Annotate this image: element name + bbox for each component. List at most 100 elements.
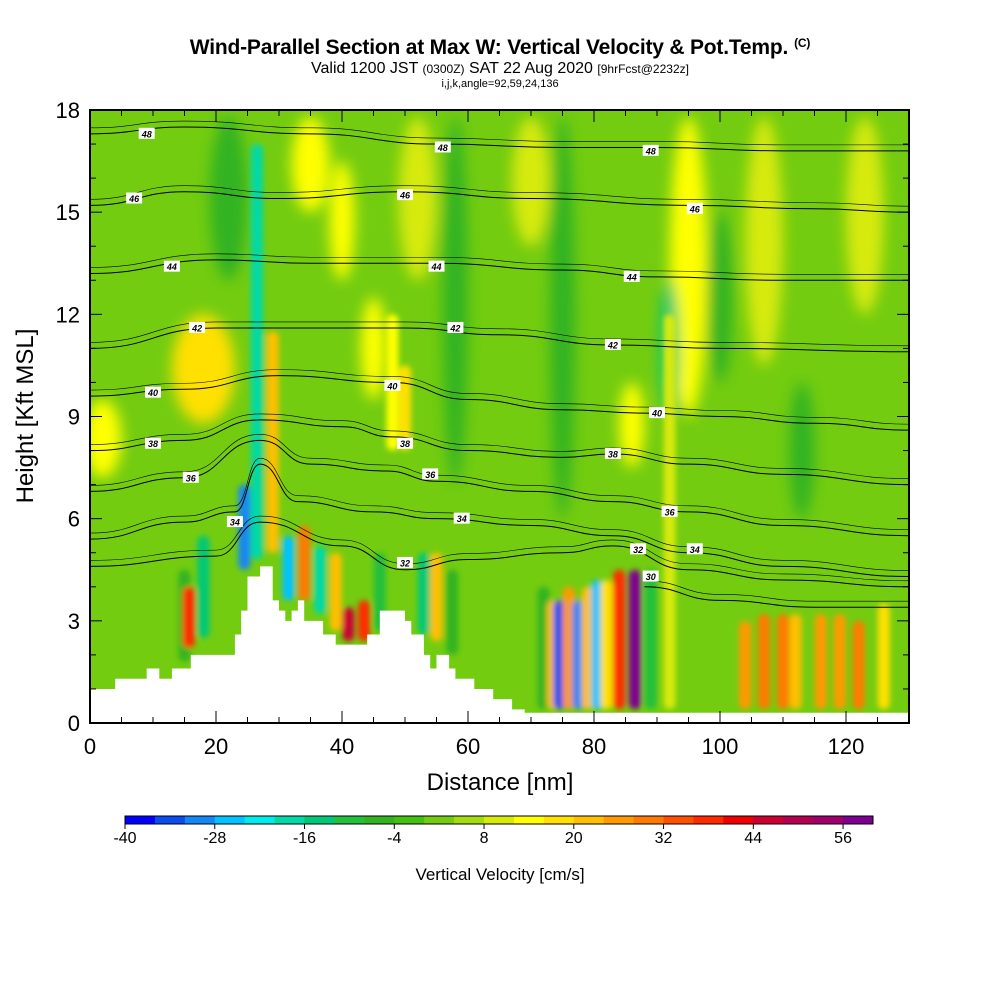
wave-velocity-layer <box>178 144 890 710</box>
contour-label-text: 34 <box>457 514 467 524</box>
velocity-feature <box>745 116 783 366</box>
contour-label-text: 46 <box>128 194 140 204</box>
y-tick-label: 15 <box>56 200 80 225</box>
contour-label-48: 48 <box>138 127 155 139</box>
contour-label-text: 46 <box>399 191 411 201</box>
contour-label-34: 34 <box>453 512 470 524</box>
velocity-column <box>789 614 802 710</box>
isentrope-44 <box>90 259 909 281</box>
velocity-feature <box>512 116 550 247</box>
x-tick-label: 120 <box>828 734 865 759</box>
contour-label-text: 36 <box>186 473 197 483</box>
isentrope-48 <box>90 126 909 152</box>
contour-label-bg <box>384 379 401 391</box>
velocity-column <box>628 569 641 710</box>
contour-label-text: 48 <box>437 143 448 153</box>
contour-label-bg <box>428 260 445 272</box>
colorbar-segment <box>304 816 335 824</box>
colorbar-segment <box>214 816 246 824</box>
contour-label-36: 36 <box>422 468 439 480</box>
contour-label-bg <box>623 270 640 282</box>
contour-label-text: 34 <box>690 545 700 555</box>
velocity-column <box>591 579 604 710</box>
contour-label-text: 38 <box>400 439 410 449</box>
isentrope-layer <box>90 120 909 608</box>
contour-label-bg <box>649 407 665 419</box>
colorbar-segment <box>633 816 665 824</box>
contour-label-bg <box>226 516 243 528</box>
x-axis-title: Distance [nm] <box>427 769 574 796</box>
colorbar-segment <box>663 816 694 824</box>
colorbar-label: -40 <box>113 830 136 847</box>
colorbar-label: 8 <box>480 830 489 847</box>
velocity-feature <box>549 116 576 519</box>
contour-label-bg <box>453 512 470 524</box>
contour-label-bg <box>642 570 659 582</box>
colorbar-label: 32 <box>655 830 673 847</box>
contour-label-bg <box>145 437 161 449</box>
velocity-column <box>446 569 459 655</box>
velocity-column <box>644 569 657 710</box>
velocity-feature <box>209 116 248 281</box>
velocity-column <box>417 552 430 635</box>
axis-ticks <box>89 109 910 724</box>
velocity-column <box>399 365 411 451</box>
colorbar-segment <box>364 816 395 824</box>
isentrope-minor <box>90 369 909 425</box>
colorbar-segment <box>783 816 814 824</box>
colorbar-segment <box>843 816 874 824</box>
velocity-feature <box>619 382 645 468</box>
velocity-column <box>814 614 827 710</box>
velocity-feature <box>789 382 815 519</box>
velocity-column <box>572 600 585 710</box>
contour-label-46: 46 <box>126 192 143 204</box>
contour-label-bg <box>397 189 413 201</box>
velocity-column <box>182 586 195 649</box>
colorbar-segment <box>394 816 425 824</box>
contour-label-38: 38 <box>604 447 621 459</box>
contour-label-36: 36 <box>661 505 678 517</box>
subtitle-z: (0300Z) <box>422 62 465 76</box>
subtitle-date: SAT 22 Aug 2020 <box>469 60 593 77</box>
colorbar-label: 44 <box>744 830 762 847</box>
colorbar-segment <box>484 816 515 824</box>
contour-label-text: 36 <box>665 507 676 517</box>
velocity-column <box>266 331 279 553</box>
velocity-column <box>329 552 342 632</box>
contour-label-layer: 48 48 48 46 46 46 44 44 44 42 42 42 40 40 40 38 38 38 36 36… <box>126 127 703 582</box>
contour-label-bg <box>604 338 621 350</box>
contour-label-text: 42 <box>449 323 460 333</box>
contour-label-40: 40 <box>384 379 401 391</box>
contour-label-44: 44 <box>163 260 180 272</box>
colorbar-segment <box>244 816 276 824</box>
contour-label-42: 42 <box>447 321 464 333</box>
subtitle-valid: Valid 1200 JST <box>311 60 419 77</box>
isentrope-minor <box>90 457 909 571</box>
isentrope-minor <box>90 321 909 347</box>
colorbar-segment <box>513 816 545 824</box>
velocity-column <box>613 569 626 710</box>
contour-label-bg <box>630 543 647 555</box>
y-axis-title: Height [Kft MSL] <box>12 329 39 504</box>
contour-label-bg <box>604 447 621 459</box>
colorbar-segment <box>723 816 754 824</box>
contour-label-40: 40 <box>649 407 665 419</box>
velocity-column <box>342 607 355 642</box>
colorbar-label: 56 <box>834 830 852 847</box>
isentrope-42 <box>90 327 909 353</box>
colorbar-segment <box>184 816 216 824</box>
colorbar-labels: -40 -28 -16 -4 8 20 32 44 56 <box>113 830 852 847</box>
contour-label-bg <box>163 260 180 272</box>
contour-label-44: 44 <box>623 270 640 282</box>
contour-label-bg <box>145 386 161 398</box>
contour-label-bg <box>397 437 413 449</box>
contour-label-bg <box>434 141 451 153</box>
velocity-column <box>430 552 443 642</box>
velocity-feature <box>90 399 122 478</box>
contour-label-text: 44 <box>430 262 441 272</box>
velocity-column <box>197 535 210 638</box>
x-tick-labels: 0 20 40 60 80 100 120 <box>84 734 864 759</box>
broad-velocity-layer <box>90 116 884 519</box>
contour-label-text: 34 <box>230 518 240 528</box>
velocity-column <box>313 545 326 615</box>
